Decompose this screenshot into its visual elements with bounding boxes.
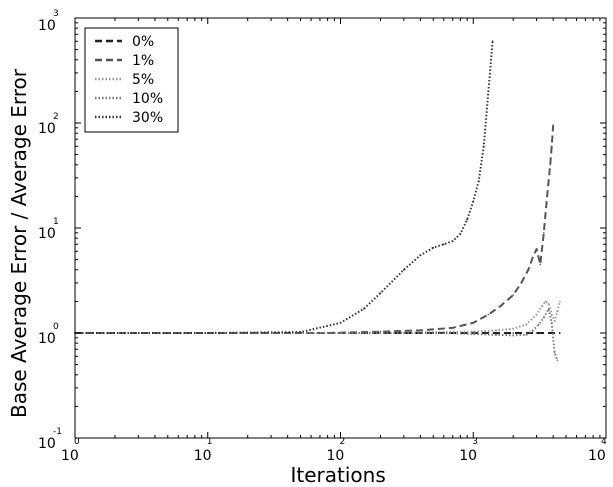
- series-point-4: [487, 90, 490, 93]
- series-point-4: [491, 40, 494, 43]
- series-point-1: [419, 329, 422, 332]
- x-tick-exponent: 0: [74, 437, 80, 447]
- series-point-3: [525, 334, 527, 336]
- series-point-3: [543, 316, 545, 319]
- x-tick-label: 10: [327, 448, 345, 464]
- legend-box: [84, 27, 179, 133]
- series-point-2: [544, 300, 547, 303]
- series-point-4: [472, 200, 475, 202]
- series-point-3: [556, 359, 559, 362]
- y-tick-label: 10: [38, 121, 56, 137]
- series-point-3: [512, 334, 515, 337]
- series-point-4: [206, 332, 209, 334]
- series-point-2: [553, 320, 556, 322]
- series-point-0: [559, 332, 561, 334]
- legend-label-4: 30%: [132, 110, 163, 126]
- y-axis-label: Base Average Error / Average Error: [7, 68, 31, 418]
- x-tick-exponent: 2: [340, 437, 346, 447]
- x-tick-label: 10: [588, 448, 606, 464]
- series-point-1: [550, 145, 553, 148]
- series-point-3: [442, 332, 445, 334]
- series-point-1: [531, 257, 534, 259]
- y-tick-label: 10: [38, 18, 56, 34]
- series-point-2: [559, 300, 561, 303]
- x-tick-label: 10: [459, 448, 477, 464]
- series-point-1: [472, 322, 475, 324]
- series-point-4: [432, 246, 435, 249]
- series-point-3: [339, 332, 342, 334]
- series-point-3: [403, 332, 405, 334]
- legend-label-0: 0%: [132, 34, 154, 50]
- series-point-0: [535, 332, 538, 334]
- x-tick-label: 10: [61, 448, 79, 464]
- series-line-1: [75, 125, 555, 334]
- series-layer: [74, 40, 561, 362]
- x-tick-exponent: 3: [472, 437, 478, 447]
- series-point-4: [442, 243, 445, 246]
- legend: 0% 1% 5% 10% 30%: [84, 27, 179, 133]
- series-point-1: [539, 263, 542, 266]
- series-point-3: [537, 323, 540, 326]
- series-point-2: [535, 313, 538, 316]
- series-point-1: [552, 124, 554, 127]
- series-point-1: [451, 327, 454, 329]
- legend-label-2: 5%: [132, 72, 154, 88]
- series-point-3: [547, 308, 550, 310]
- series-point-4: [299, 331, 302, 333]
- series-point-3: [550, 322, 553, 324]
- legend-label-1: 1%: [132, 53, 154, 69]
- series-point-2: [525, 323, 527, 326]
- series-point-1: [487, 313, 490, 316]
- series-point-1: [499, 305, 502, 307]
- series-point-1: [512, 294, 515, 296]
- y-tick-exponent: -1: [53, 427, 62, 437]
- series-point-1: [520, 282, 523, 284]
- series-point-4: [419, 254, 422, 257]
- series-point-2: [547, 302, 550, 305]
- series-point-4: [379, 292, 382, 294]
- y-tick-exponent: 0: [53, 322, 59, 332]
- series-point-2: [556, 310, 559, 313]
- series-point-2: [550, 313, 553, 316]
- series-point-4: [477, 180, 480, 182]
- series-point-4: [339, 322, 342, 324]
- series-point-4: [482, 145, 485, 148]
- series-point-3: [472, 333, 475, 335]
- y-tick-label: 10: [38, 226, 56, 242]
- series-point-2: [472, 330, 475, 333]
- legend-label-3: 10%: [132, 91, 163, 107]
- series-point-1: [549, 163, 552, 166]
- series-point-2: [495, 329, 498, 332]
- series-point-3: [553, 351, 556, 354]
- series-line-3: [75, 307, 559, 361]
- series-point-4: [403, 268, 405, 271]
- y-tick-exponent: 2: [53, 112, 59, 122]
- x-axis-label: Iterations: [291, 463, 386, 487]
- x-tick-exponent: 1: [207, 437, 213, 447]
- series-point-3: [531, 329, 534, 332]
- series-line-4: [75, 41, 494, 334]
- y-tick-exponent: 1: [53, 217, 59, 227]
- x-tick-label: 10: [194, 448, 212, 464]
- series-point-2: [512, 327, 515, 330]
- series-point-4: [363, 308, 365, 310]
- y-tick-label: 10: [38, 331, 56, 347]
- series-point-1: [546, 195, 548, 198]
- series-point-4: [459, 233, 462, 235]
- x-tick-exponent: 4: [601, 437, 607, 447]
- y-tick-exponent: 3: [53, 9, 59, 19]
- series-point-4: [451, 240, 454, 242]
- series-point-4: [466, 218, 468, 221]
- series-point-0: [512, 332, 515, 334]
- series-point-1: [527, 268, 530, 271]
- series-point-1: [535, 248, 538, 250]
- y-tick-label: 10: [38, 436, 56, 452]
- series-point-1: [543, 232, 545, 234]
- series-point-2: [541, 305, 543, 307]
- series-point-3: [495, 334, 498, 336]
